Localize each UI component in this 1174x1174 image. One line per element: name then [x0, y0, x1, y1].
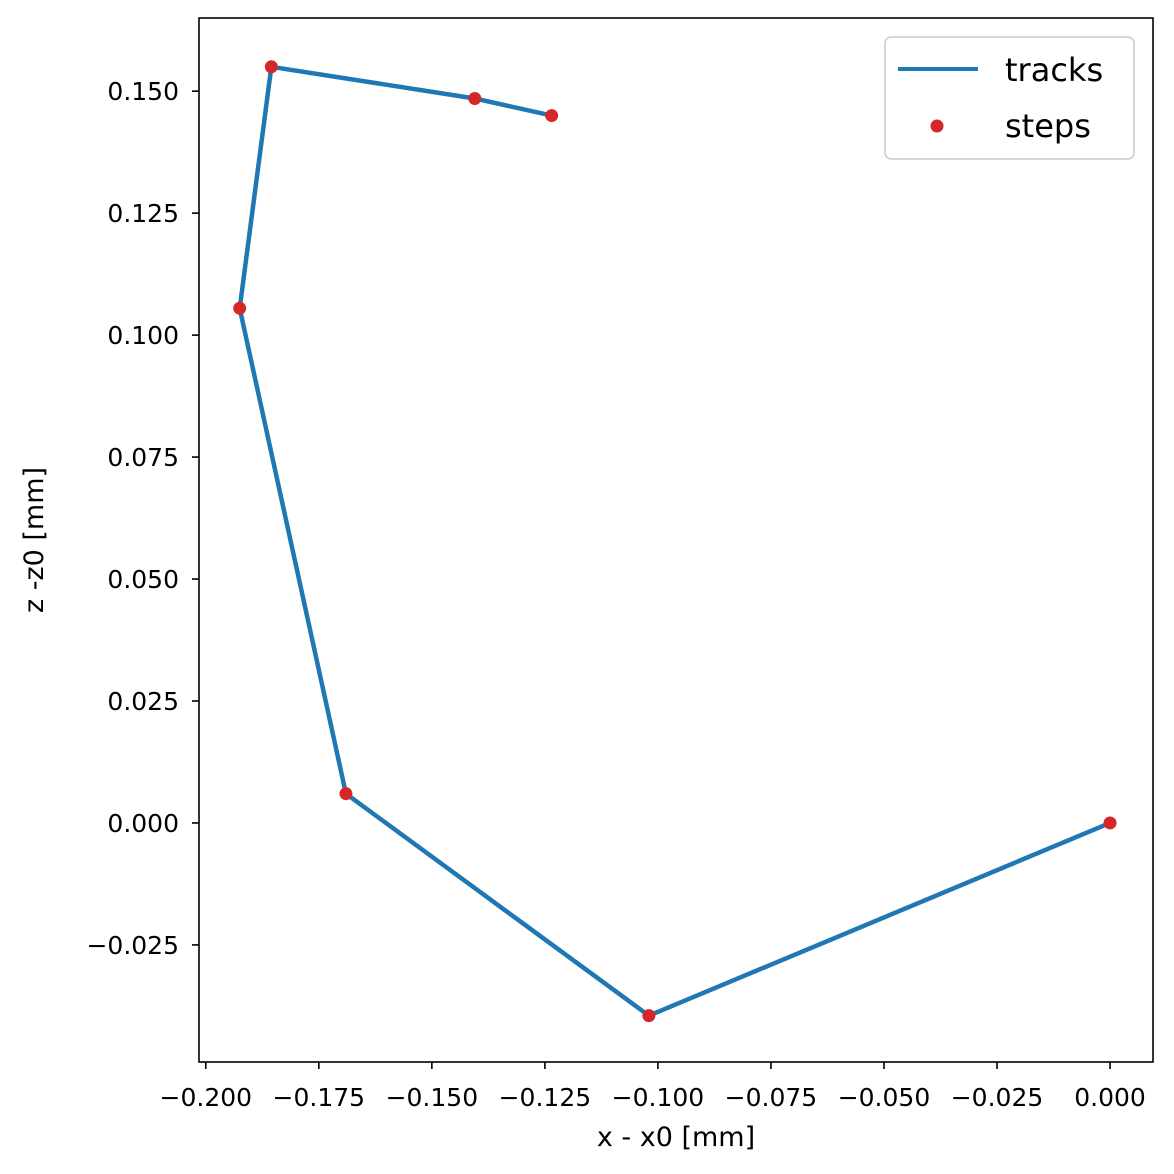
x-tick-label: 0.000	[1074, 1083, 1146, 1112]
step-point	[468, 92, 482, 105]
x-tick-label: −0.025	[951, 1083, 1044, 1112]
x-tick-label: −0.175	[273, 1083, 366, 1112]
y-tick-label: −0.025	[86, 931, 179, 960]
step-point	[1103, 816, 1117, 830]
x-axis-label: x - x0 [mm]	[597, 1122, 755, 1153]
step-point	[642, 1009, 656, 1023]
y-tick-label: 0.125	[107, 199, 179, 228]
x-tick-label: −0.075	[725, 1083, 818, 1112]
x-tick-label: −0.150	[386, 1083, 479, 1112]
y-axis-ticks: −0.025 0.000 0.025 0.050 0.075 0.100 0.125 0.15…	[86, 77, 199, 960]
legend-steps-swatch	[930, 119, 944, 133]
series-layer	[233, 60, 1117, 1023]
x-tick-label: −0.125	[499, 1083, 592, 1112]
step-point	[264, 60, 278, 74]
legend-steps-label: steps	[1005, 107, 1091, 145]
y-tick-label: 0.150	[107, 77, 179, 106]
y-tick-label: 0.025	[107, 687, 179, 716]
axes-frame	[198, 17, 1154, 1063]
y-tick-label: 0.050	[107, 565, 179, 594]
x-tick-label: −0.100	[612, 1083, 705, 1112]
legend-tracks-label: tracks	[1005, 51, 1103, 89]
x-axis-ticks: −0.200 −0.175 −0.150 −0.125 −0.100 −0.075 −0.0…	[160, 1062, 1146, 1112]
step-point	[545, 109, 559, 123]
y-tick-label: 0.000	[107, 809, 179, 838]
step-point	[339, 787, 353, 801]
x-tick-label: −0.050	[838, 1083, 931, 1112]
y-tick-label: 0.100	[107, 321, 179, 350]
y-tick-label: 0.075	[107, 443, 179, 472]
legend: tracks steps	[884, 36, 1135, 160]
x-tick-label: −0.200	[160, 1083, 253, 1112]
plot-area	[199, 18, 1153, 1062]
y-axis-label: z -z0 [mm]	[19, 467, 50, 613]
step-point	[233, 301, 247, 315]
